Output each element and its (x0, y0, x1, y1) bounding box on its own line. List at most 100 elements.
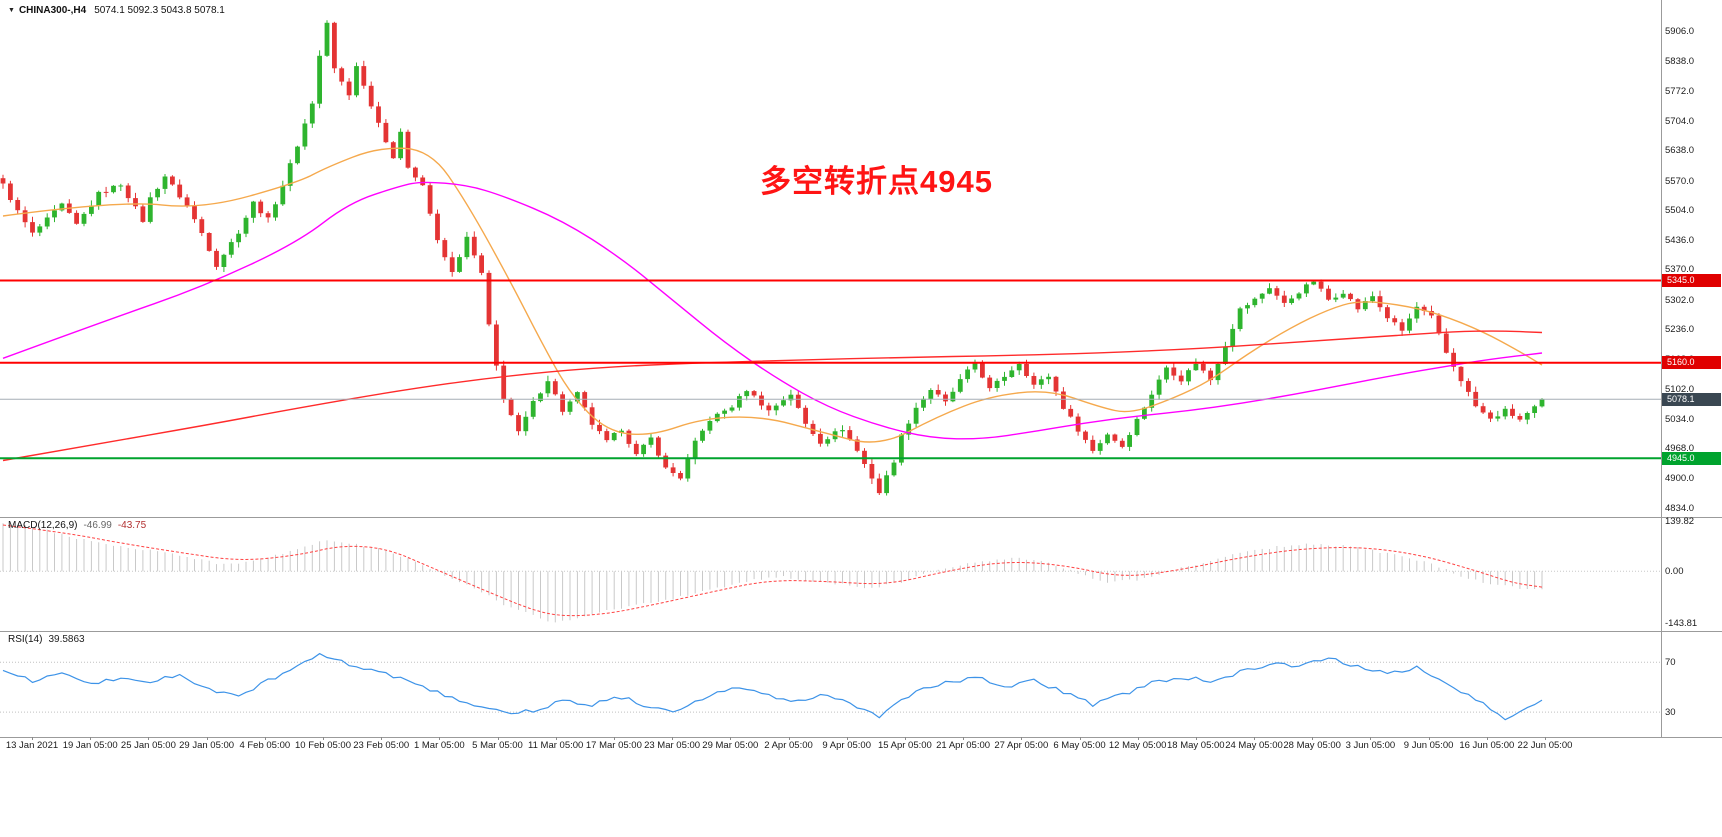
price-tag: 4945.0 (1662, 451, 1721, 465)
panel-separator-macd (0, 517, 1722, 518)
ma-mid-magenta (2, 181, 1543, 440)
time-axis-label: 4 Feb 05:00 (239, 740, 291, 751)
symbol-timeframe-label: CHINA300-,H4 (18, 5, 87, 16)
price-axis-label: 5504.0 (1665, 204, 1695, 216)
time-axis-tick (672, 737, 674, 740)
rsi-line (2, 652, 1543, 721)
rsi-panel[interactable] (0, 631, 1661, 737)
time-axis-label: 28 May 05:00 (1283, 740, 1341, 751)
price-axis-label: 5838.0 (1665, 56, 1695, 68)
panel-separator-rsi (0, 631, 1722, 632)
ohlc-values: 5074.1 5092.3 5043.8 5078.1 (94, 5, 225, 16)
time-axis-tick (846, 737, 848, 740)
time-axis-label: 18 May 05:00 (1167, 740, 1225, 751)
time-axis-label: 29 Jan 05:00 (179, 740, 235, 751)
time-axis-tick (381, 737, 383, 740)
time-axis-label: 15 Apr 05:00 (877, 740, 932, 751)
price-axis-label: 5638.0 (1665, 145, 1695, 157)
time-axis-label: 3 Jun 05:00 (1345, 740, 1396, 751)
time-axis-label: 5 Mar 05:00 (472, 740, 523, 751)
time-axis-tick (613, 737, 615, 740)
macd-signal-line (2, 524, 1543, 617)
price-axis-label: 5302.0 (1665, 294, 1695, 306)
rsi-value: 39.5863 (48, 634, 85, 645)
price-tag: 5078.1 (1662, 392, 1721, 406)
time-axis-label: 25 Jan 05:00 (120, 740, 176, 751)
chart-header: ▼ CHINA300-,H4 5074.1 5092.3 5043.8 5078.1 (8, 5, 225, 16)
macd-indicator-label: MACD(12,26,9) -46.99 -43.75 (8, 520, 146, 531)
time-axis-tick (1312, 737, 1314, 740)
time-axis-tick (1486, 737, 1488, 740)
rsi-axis-label: 70 (1665, 657, 1676, 669)
time-axis-label: 10 Feb 05:00 (295, 740, 351, 751)
time-axis-label: 29 Mar 05:00 (702, 740, 759, 751)
price-axis-label: 5102.0 (1665, 383, 1695, 395)
time-axis-label: 22 Jun 05:00 (1517, 740, 1573, 751)
panel-separator-timeaxis (0, 737, 1722, 738)
time-axis-label: 11 Mar 05:00 (528, 740, 584, 751)
time-axis-label: 2 Apr 05:00 (764, 740, 813, 751)
time-axis-label: 23 Feb 05:00 (353, 740, 410, 751)
time-axis-tick (206, 737, 208, 740)
time-axis-tick (148, 737, 150, 740)
macd-panel[interactable] (0, 517, 1661, 631)
time-axis-label: 9 Jun 05:00 (1403, 740, 1454, 751)
price-axis-label: 4834.0 (1665, 502, 1695, 514)
time-axis-tick (1079, 737, 1081, 740)
time-axis-tick (439, 737, 441, 740)
time-axis-label: 24 May 05:00 (1225, 740, 1283, 751)
macd-axis-label: 139.82 (1665, 515, 1695, 527)
macd-signal-value: -43.75 (117, 520, 147, 531)
time-axis-tick (32, 737, 33, 740)
price-axis-label: 5906.0 (1665, 26, 1695, 38)
time-axis-tick (1254, 737, 1255, 740)
time-axis-tick (788, 737, 790, 740)
time-axis-tick (497, 737, 499, 740)
ma-slow-red (2, 330, 1543, 462)
chart-annotation-text[interactable]: 多空转折点4945 (760, 164, 993, 199)
price-axis-label: 5034.0 (1665, 413, 1695, 425)
time-axis-tick (904, 737, 906, 740)
time-axis-label: 13 Jan 2021 (5, 740, 59, 751)
time-axis-tick (1137, 737, 1139, 740)
rsi-name: RSI(14) (8, 634, 43, 645)
price-axis-label: 5704.0 (1665, 115, 1695, 127)
main-price-chart[interactable] (0, 0, 1661, 517)
time-axis-tick (555, 737, 557, 740)
price-axis-label: 5370.0 (1665, 264, 1695, 276)
macd-axis-label: -143.81 (1665, 618, 1698, 630)
time-axis-label: 27 Apr 05:00 (994, 740, 1049, 751)
time-axis-label: 23 Mar 05:00 (644, 740, 701, 751)
price-axis-label: 5772.0 (1665, 85, 1695, 97)
price-tag: 5160.0 (1662, 356, 1721, 370)
time-axis-tick (1545, 737, 1546, 740)
macd-name: MACD(12,26,9) (8, 520, 78, 531)
time-axis-label: 21 Apr 05:00 (936, 740, 991, 751)
price-tag: 5345.0 (1662, 274, 1721, 287)
price-axis-separator (1661, 0, 1662, 737)
symbol-marker-icon: ▼ (8, 7, 15, 14)
price-axis-label: 4968.0 (1665, 443, 1695, 455)
time-axis-tick (264, 737, 266, 740)
time-axis-tick (1370, 737, 1372, 740)
time-axis-tick (1021, 737, 1023, 740)
price-axis-label: 5436.0 (1665, 235, 1695, 247)
time-axis-label: 6 May 05:00 (1053, 740, 1106, 751)
time-axis-label: 17 Mar 05:00 (585, 740, 642, 751)
time-axis-label: 19 Jan 05:00 (62, 740, 118, 751)
macd-axis-label: 0.00 (1665, 566, 1684, 578)
price-axis-label: 4900.0 (1665, 473, 1695, 485)
time-axis-label: 16 Jun 05:00 (1459, 740, 1515, 751)
rsi-indicator-label: RSI(14) 39.5863 (8, 634, 85, 645)
price-axis-label: 5570.0 (1665, 175, 1695, 187)
time-axis-tick (1195, 737, 1197, 740)
time-axis-tick (730, 737, 732, 740)
ma-fast-orange (2, 147, 1543, 443)
rsi-axis-label: 30 (1665, 707, 1676, 719)
time-axis-label: 12 May 05:00 (1108, 740, 1167, 751)
macd-main-value: -46.99 (83, 520, 112, 531)
time-axis-tick (90, 737, 92, 740)
price-axis-label: 5236.0 (1665, 324, 1695, 335)
